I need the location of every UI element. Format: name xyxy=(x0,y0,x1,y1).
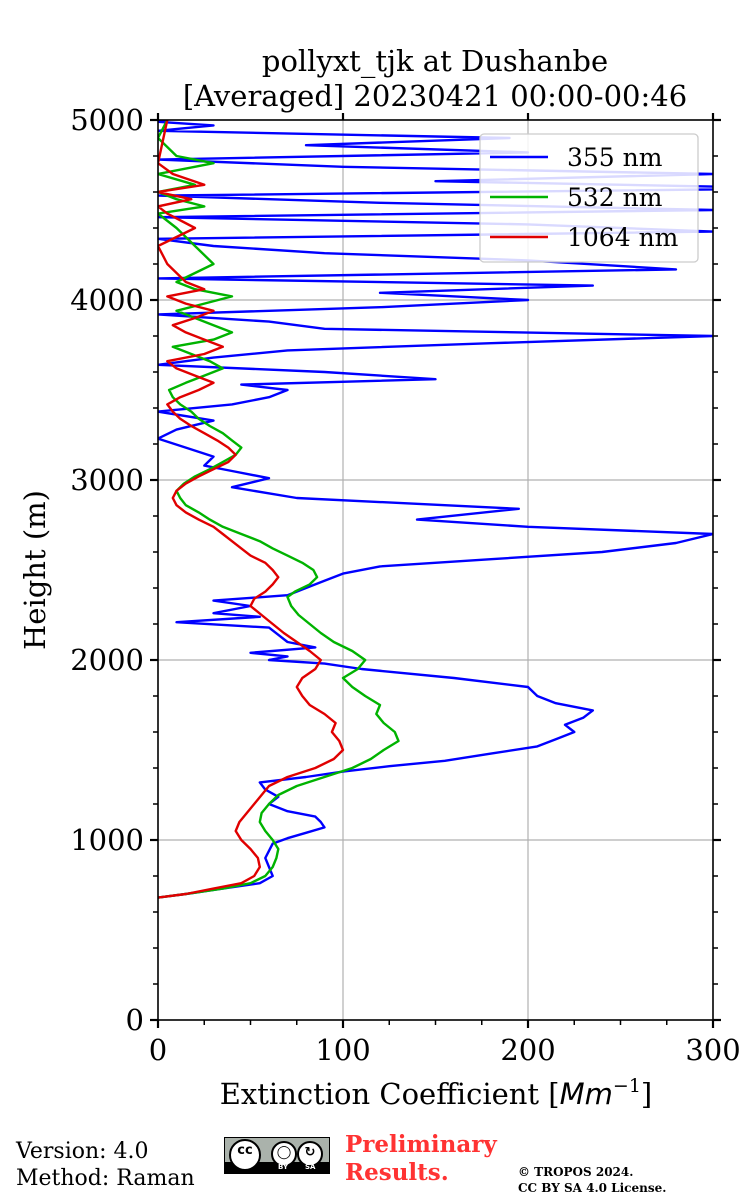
y-axis-label: Height (m) xyxy=(18,490,52,650)
series-layer xyxy=(158,120,713,899)
cc-by-icon: ◯ xyxy=(271,1141,297,1167)
preliminary-results-notice: Preliminary Results. xyxy=(345,1131,497,1187)
cc-sa-label: SA xyxy=(305,1163,316,1171)
cc-badge-bar xyxy=(225,1162,329,1173)
x-tick-label: 100 xyxy=(315,1033,370,1067)
method-text: Method: Raman xyxy=(16,1166,195,1191)
y-tick-label: 1000 xyxy=(70,823,144,857)
y-tick-label: 2000 xyxy=(70,643,144,677)
x-tick-label: 0 xyxy=(149,1033,167,1067)
copyright-notice: © TROPOS 2024. CC BY SA 4.0 License. xyxy=(518,1164,666,1196)
series-line-355-nm xyxy=(158,120,713,899)
x-axis-label-exp: −1 xyxy=(613,1075,641,1097)
legend-label: 1064 nm xyxy=(567,223,679,252)
y-tick-label: 5000 xyxy=(70,103,144,137)
series-line-532-nm xyxy=(158,120,400,899)
legend-box xyxy=(479,133,699,263)
preliminary-line1: Preliminary xyxy=(345,1131,497,1158)
x-axis-label-unit: Mm xyxy=(560,1077,613,1111)
cc-logo-icon: cc xyxy=(229,1139,261,1171)
footer-info: Version: 4.0 Method: Raman xyxy=(16,1138,195,1192)
y-tick-label: 4000 xyxy=(70,283,144,317)
x-axis-label-suffix: ] xyxy=(641,1077,652,1111)
chart-title-line2: [Averaged] 20230421 00:00-00:46 xyxy=(183,79,687,113)
legend: 355 nm 532 nm 1064 nm xyxy=(479,133,699,263)
chart-title-line1: pollyxt_tjk at Dushanbe xyxy=(262,44,608,79)
legend-label: 355 nm xyxy=(567,143,663,172)
grid xyxy=(158,120,713,1020)
x-axis-label-prefix: Extinction Coefficient [ xyxy=(220,1077,560,1111)
cc-by-label: BY xyxy=(278,1163,289,1171)
cc-sa-icon: ↻ xyxy=(297,1141,323,1167)
legend-label: 532 nm xyxy=(567,183,663,212)
y-tick-label: 0 xyxy=(126,1003,144,1037)
cc-license-badge: cc ◯ ↻ BY SA xyxy=(224,1137,330,1174)
preliminary-line2: Results. xyxy=(345,1159,449,1186)
x-axis-label: Extinction Coefficient [Mm−1] xyxy=(220,1075,653,1111)
version-text: Version: 4.0 xyxy=(16,1139,149,1164)
copyright-line2: CC BY SA 4.0 License. xyxy=(518,1181,667,1195)
series-line-1064-nm xyxy=(158,120,345,899)
y-tick-label: 3000 xyxy=(70,463,144,497)
x-tick-label: 300 xyxy=(685,1033,740,1067)
x-tick-label: 200 xyxy=(500,1033,555,1067)
copyright-line1: © TROPOS 2024. xyxy=(518,1165,634,1179)
